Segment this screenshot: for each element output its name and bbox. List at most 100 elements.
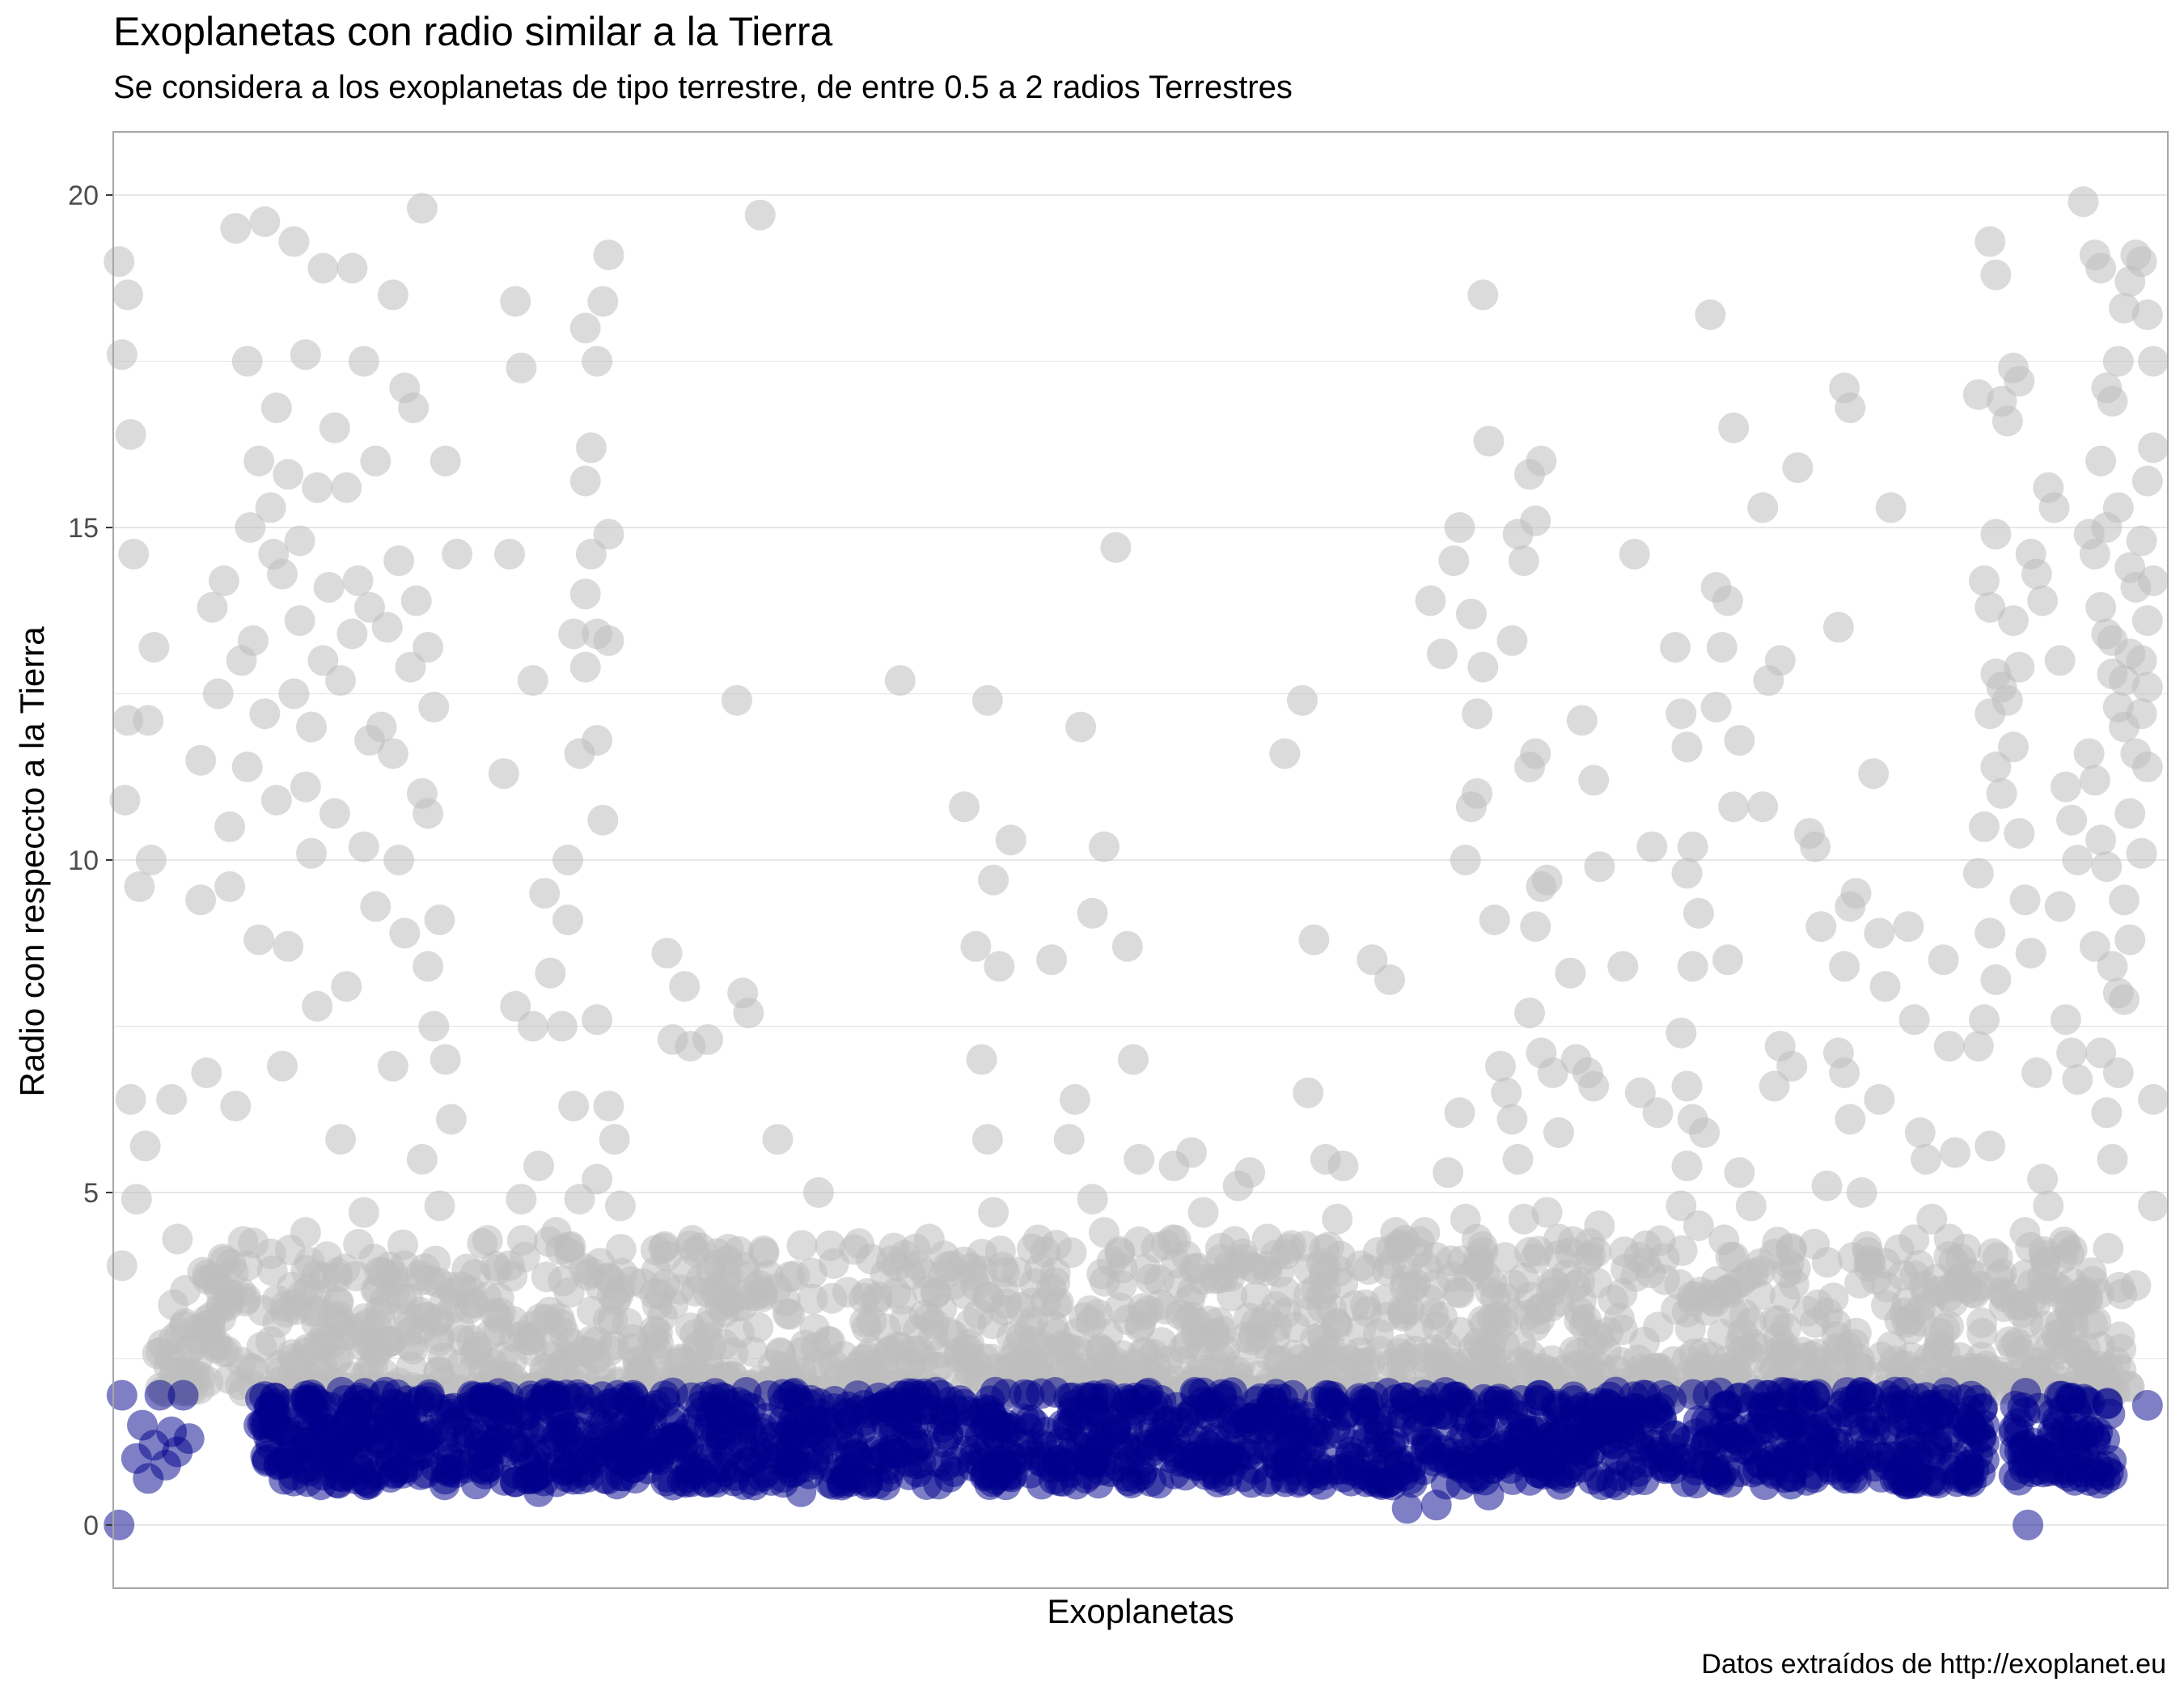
data-point: [260, 1383, 291, 1414]
data-point: [319, 412, 350, 443]
data-point: [424, 905, 455, 935]
data-point: [2085, 445, 2117, 477]
data-point: [1835, 891, 1866, 922]
data-point: [167, 1379, 199, 1411]
data-point: [214, 1284, 245, 1316]
series-gray-points: [104, 186, 2169, 1408]
data-point: [1677, 1286, 1708, 1316]
data-point: [569, 312, 601, 344]
data-point: [802, 1177, 834, 1208]
data-point: [2050, 1004, 2081, 1036]
data-point: [1724, 1157, 1755, 1188]
data-point: [1677, 951, 1708, 982]
data-point: [1566, 705, 1598, 736]
data-point: [1306, 1468, 1338, 1500]
data-point: [1624, 1077, 1656, 1108]
data-point: [1584, 851, 1615, 883]
data-point: [2000, 1290, 2032, 1321]
data-point: [2102, 492, 2134, 523]
data-point: [617, 1324, 649, 1355]
data-point: [2131, 299, 2163, 330]
data-point: [313, 572, 345, 603]
data-point: [1568, 1310, 1600, 1341]
data-point: [1514, 998, 1545, 1028]
data-point: [506, 1225, 538, 1256]
data-point: [2004, 818, 2035, 850]
panel-border: [112, 131, 2169, 1589]
data-point: [593, 519, 624, 550]
data-point: [1745, 1256, 1776, 1286]
data-point: [483, 1378, 514, 1409]
data-point: [1416, 1392, 1448, 1424]
data-point: [1897, 1468, 1928, 1499]
data-point: [881, 1437, 912, 1468]
data-point: [2138, 1190, 2169, 1222]
data-point: [354, 725, 385, 756]
data-point: [1089, 831, 1120, 862]
data-point: [1998, 731, 2029, 763]
data-point: [1520, 911, 1551, 943]
data-point: [1473, 426, 1505, 457]
data-point: [1951, 1460, 1983, 1491]
data-point: [1254, 1464, 1285, 1495]
data-point: [1864, 1083, 1895, 1115]
data-point: [1572, 1244, 1603, 1275]
data-point: [115, 1083, 146, 1115]
data-point: [731, 1446, 763, 1477]
data-point: [2109, 665, 2140, 697]
data-point: [1520, 505, 1551, 536]
data-point: [2013, 1509, 2044, 1540]
data-point: [981, 1446, 1013, 1477]
data-point: [582, 1004, 613, 1036]
data-point: [156, 1083, 188, 1115]
data-point: [1074, 1295, 1106, 1326]
data-point: [1986, 777, 2017, 809]
data-point: [506, 352, 537, 383]
data-point: [342, 1385, 374, 1416]
data-point: [1455, 598, 1487, 629]
data-point: [1811, 1247, 1843, 1278]
data-point: [923, 1351, 954, 1383]
data-point: [220, 213, 252, 244]
data-point: [1578, 1070, 1610, 1102]
data-point: [669, 971, 700, 1002]
data-point: [202, 678, 234, 710]
data-point: [278, 226, 310, 257]
data-point: [2085, 252, 2117, 284]
data-point: [1810, 1412, 1842, 1443]
data-point: [295, 1386, 327, 1417]
data-point: [1124, 1143, 1155, 1175]
data-point: [331, 971, 362, 1002]
data-point: [1636, 831, 1668, 862]
data-point: [377, 1050, 408, 1082]
data-point: [1263, 1256, 1295, 1288]
data-point: [1748, 1392, 1780, 1423]
data-point: [1829, 951, 1860, 982]
data-point: [855, 1244, 887, 1275]
data-point: [1718, 1422, 1750, 1454]
data-point: [208, 565, 239, 596]
data-point: [1450, 845, 1481, 875]
data-point: [2131, 751, 2163, 782]
data-point: [1822, 612, 1854, 643]
data-point: [1380, 1217, 1412, 1248]
data-point: [1780, 1438, 1811, 1469]
data-point: [2085, 824, 2117, 856]
data-point: [1969, 1004, 2000, 1036]
data-point: [325, 665, 356, 697]
data-point: [1671, 858, 1703, 889]
data-point: [1690, 1430, 1721, 1461]
data-point: [692, 1023, 723, 1055]
data-point: [2126, 837, 2157, 869]
data-point: [713, 1234, 744, 1265]
data-point: [1125, 1447, 1157, 1479]
data-point: [2120, 1270, 2152, 1301]
data-point: [2009, 1217, 2041, 1248]
data-point: [1338, 1429, 1369, 1460]
data-point: [1143, 1468, 1175, 1499]
data-point: [539, 1383, 570, 1414]
data-point: [1502, 1143, 1534, 1175]
data-point: [1357, 944, 1388, 976]
data-point: [231, 1250, 263, 1282]
data-point: [1586, 1469, 1618, 1501]
